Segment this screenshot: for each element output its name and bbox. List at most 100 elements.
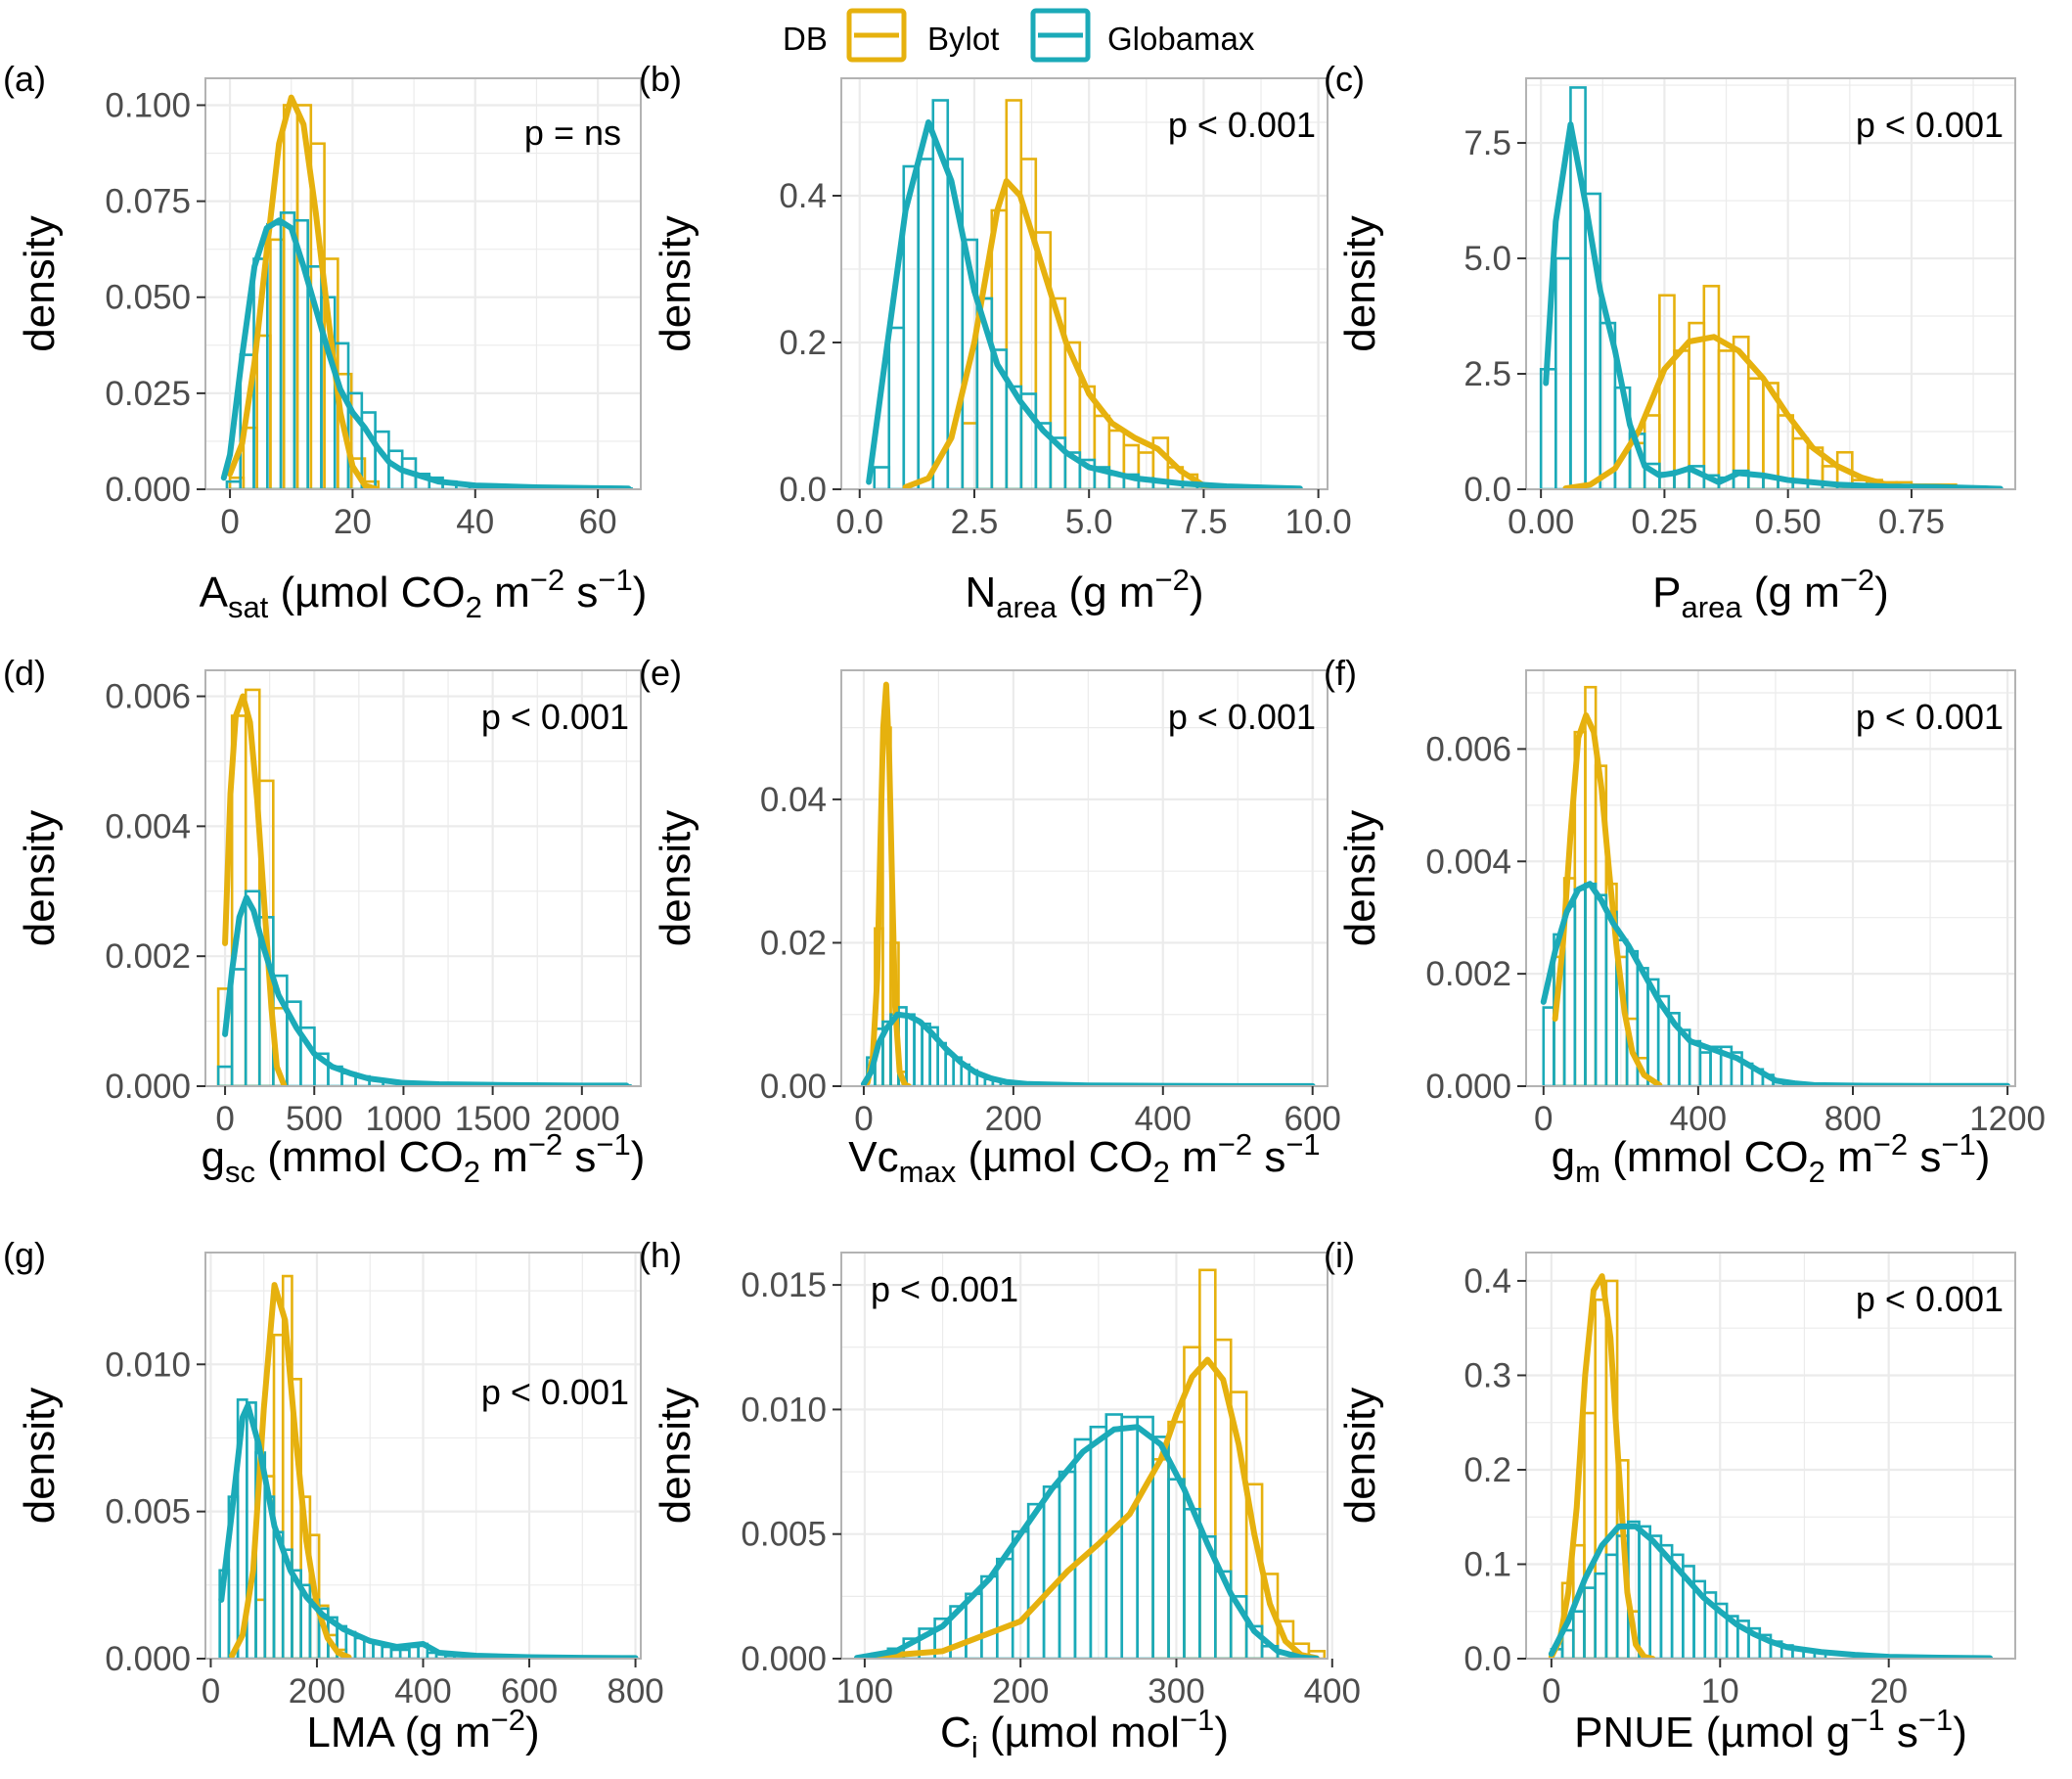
- y-tick-label: 0.0: [1464, 471, 1511, 509]
- y-axis-label: density: [652, 215, 699, 351]
- panel-background: [1526, 78, 2015, 489]
- y-tick-label: 0.002: [105, 937, 191, 976]
- x-tick-label: 800: [1824, 1100, 1881, 1138]
- y-tick-label: 0.015: [741, 1266, 827, 1304]
- panel-background: [205, 670, 641, 1086]
- y-axis-label: density: [652, 810, 699, 946]
- x-axis-label: Parea (g m−2): [1652, 563, 1889, 624]
- y-tick-label: 0.000: [105, 1068, 191, 1106]
- y-tick-label: 0.00: [760, 1068, 827, 1106]
- y-tick-label: 7.5: [1464, 124, 1511, 162]
- density-curve-bylot: [1562, 334, 1940, 489]
- x-axis-label: gm (mmol CO2 m−2 s−1): [1552, 1127, 1991, 1189]
- y-tick-label: 0.000: [1425, 1068, 1511, 1106]
- p-value-annotation: p < 0.001: [1856, 105, 2004, 145]
- x-axis-label: Asat (µmol CO2 m−2 s−1): [200, 563, 648, 624]
- y-tick-label: 0.000: [741, 1640, 827, 1678]
- gridlines: [205, 670, 641, 1088]
- density-curve-globamax: [1540, 881, 2011, 1086]
- x-tick-label: 600: [1284, 1100, 1341, 1138]
- x-tick-label: 0: [202, 1672, 220, 1711]
- density-curve-bylot: [864, 681, 912, 1086]
- y-tick-label: 0.005: [105, 1493, 191, 1531]
- x-axis-label: PNUE (µmol g−1 s−1): [1574, 1703, 1967, 1756]
- density-curve-bylot: [222, 693, 288, 1086]
- density-curve-globamax: [222, 894, 630, 1086]
- histogram-bar: [1151, 436, 1170, 489]
- panel-border: [1525, 669, 2016, 1087]
- density-curve-globamax: [853, 1424, 1320, 1659]
- x-tick-label: 0.0: [835, 503, 883, 541]
- y-tick-label: 0.0: [779, 471, 827, 509]
- x-tick-label: 600: [501, 1672, 558, 1711]
- density-curve-globamax: [866, 119, 1303, 489]
- x-tick-label: 400: [1670, 1100, 1727, 1138]
- y-tick-label: 0.2: [779, 324, 827, 362]
- panel-c: 0.00 0.25 0.50 0.75 0.0 2.5 5.0 7.5 density Parea…: [1324, 59, 2016, 624]
- x-tick-label: 0.25: [1631, 503, 1697, 541]
- legend-label-bylot: Bylot: [927, 21, 999, 57]
- plot-area: [1539, 86, 2004, 489]
- y-tick-label: 0.1: [1464, 1545, 1511, 1583]
- density-curve-bylot: [902, 178, 1230, 489]
- p-value-annotation: p < 0.001: [871, 1269, 1018, 1309]
- histogram-bar: [349, 457, 367, 489]
- x-tick-label: 7.5: [1180, 503, 1228, 541]
- plot-area: [1548, 1273, 1994, 1659]
- x-tick-label: 60: [579, 503, 617, 541]
- x-tick-label: 800: [607, 1672, 663, 1711]
- y-tick-label: 0.006: [105, 678, 191, 716]
- plot-area: [866, 99, 1303, 489]
- x-tick-label: 0: [1534, 1100, 1553, 1138]
- panel-h: 100 200 300 400 0.000 0.005 0.010 0.015 density C…: [639, 1235, 1361, 1764]
- panel-label: (h): [639, 1235, 682, 1275]
- x-axis-label: Vcmax (µmol CO2 m−2 s−1: [848, 1127, 1320, 1189]
- panel-label: (i): [1324, 1235, 1355, 1275]
- panel-b: 0.0 2.5 5.0 7.5 10.0 0.0 0.2 0.4 density Narea (g…: [639, 59, 1352, 624]
- p-value-annotation: p < 0.001: [1168, 697, 1316, 737]
- x-axis-label: LMA (g m−2): [306, 1703, 539, 1756]
- x-tick-label: 0.00: [1508, 503, 1574, 541]
- legend: DB Bylot Globamax: [783, 8, 1255, 63]
- panel-label: (g): [3, 1235, 46, 1275]
- x-tick-label: 0: [1542, 1672, 1560, 1711]
- x-tick-label: 0.75: [1878, 503, 1945, 541]
- legend-key-bylot: [846, 8, 907, 63]
- panel-label: (f): [1324, 653, 1357, 693]
- x-tick-label: 400: [1304, 1672, 1361, 1711]
- panel-f: 0 400 800 1200 0.000 0.002 0.004 0.006 density gm…: [1324, 653, 2046, 1189]
- y-tick-label: 5.0: [1464, 240, 1511, 278]
- x-axis-label: Ci (µmol mol−1): [940, 1703, 1229, 1764]
- density-curve-bylot: [227, 94, 381, 489]
- y-tick-label: 0.04: [760, 781, 827, 819]
- plot-area: [218, 1274, 639, 1659]
- x-tick-label: 2000: [544, 1100, 620, 1138]
- y-tick-label: 0.025: [105, 375, 191, 413]
- x-axis-label: Narea (g m−2): [965, 563, 1203, 624]
- panel-e: 0 200 400 600 0.00 0.02 0.04 density Vcmax (µmol…: [639, 653, 1341, 1189]
- histogram-bar: [1276, 1619, 1295, 1659]
- panel-g: 0 200 400 600 800 0.000 0.005 0.010 density LMA (…: [3, 1235, 664, 1756]
- x-tick-label: 200: [992, 1672, 1049, 1711]
- x-tick-label: 40: [456, 503, 494, 541]
- density-curve-globamax: [1548, 1523, 1994, 1659]
- y-tick-label: 0.4: [779, 177, 827, 215]
- panel-border: [840, 669, 1329, 1087]
- density-curve-bylot: [229, 1282, 352, 1659]
- y-axis-label: density: [1336, 1388, 1384, 1524]
- y-tick-label: 0.2: [1464, 1451, 1511, 1489]
- x-tick-label: 1000: [366, 1100, 442, 1138]
- x-tick-label: 0: [854, 1100, 873, 1138]
- y-tick-label: 0.005: [741, 1516, 827, 1554]
- p-value-annotation: p < 0.001: [481, 1372, 629, 1412]
- panel-border: [1525, 77, 2016, 490]
- gridlines: [1526, 78, 2015, 491]
- x-tick-label: 10.0: [1285, 503, 1352, 541]
- y-tick-label: 0.000: [105, 471, 191, 509]
- y-axis-label: density: [1336, 810, 1384, 946]
- x-tick-label: 0.50: [1755, 503, 1822, 541]
- x-tick-label: 400: [1135, 1100, 1192, 1138]
- y-tick-label: 2.5: [1464, 355, 1511, 393]
- y-tick-label: 0.075: [105, 183, 191, 221]
- panel-a: 0 20 40 60 0.000 0.025 0.050 0.075 0.100 density A…: [3, 59, 647, 624]
